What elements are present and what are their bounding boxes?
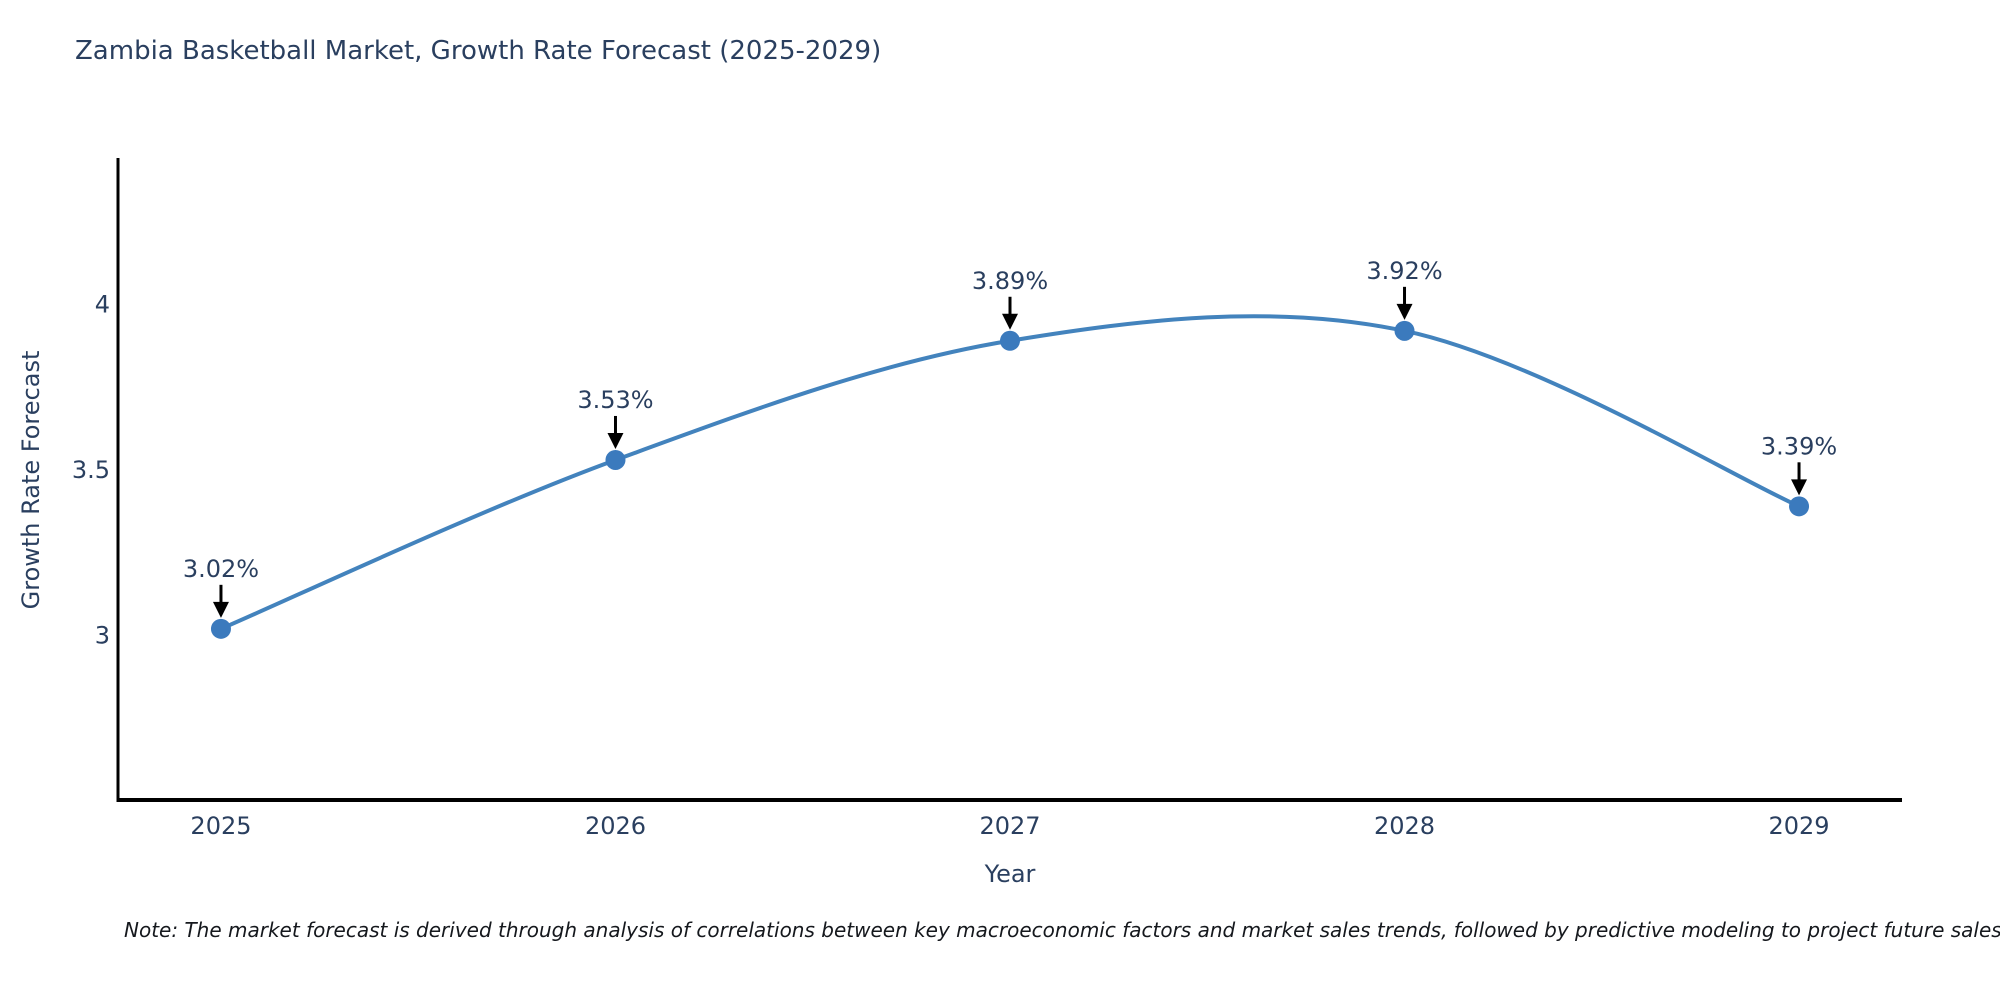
annotation-label: 3.89% [972,267,1048,295]
annotation-arrowhead [1002,313,1018,330]
data-point-marker [1394,320,1415,341]
y-tick-label: 4 [95,290,110,318]
annotation-arrowhead [1396,303,1413,320]
data-point-marker [605,449,626,470]
y-axis-title: Growth Rate Forecast [17,350,45,610]
annotation-arrowhead [1791,479,1808,496]
annotation-label: 3.39% [1761,432,1837,460]
x-tick-label: 2026 [585,812,646,840]
data-point-marker [210,618,231,639]
series-line [218,314,1802,631]
chart-title: Zambia Basketball Market, Growth Rate Fo… [75,36,882,66]
x-tick-label: 2029 [1768,812,1829,840]
y-tick-label: 3.5 [72,456,110,484]
x-axis-title: Year [984,860,1036,888]
footnote: Note: The market forecast is derived thr… [124,918,2000,942]
y-tick-label: 3 [95,621,110,649]
annotation-label: 3.02% [183,555,259,583]
data-point-marker [1789,496,1810,517]
annotation-label: 3.53% [577,386,653,414]
data-point-marker [1000,330,1020,351]
annotation-label: 3.92% [1366,257,1442,285]
x-tick-label: 2027 [979,812,1040,840]
annotation-arrowhead [607,432,624,449]
x-tick-label: 2025 [190,812,251,840]
x-tick-label: 2028 [1374,812,1435,840]
annotation-arrowhead [212,601,229,618]
